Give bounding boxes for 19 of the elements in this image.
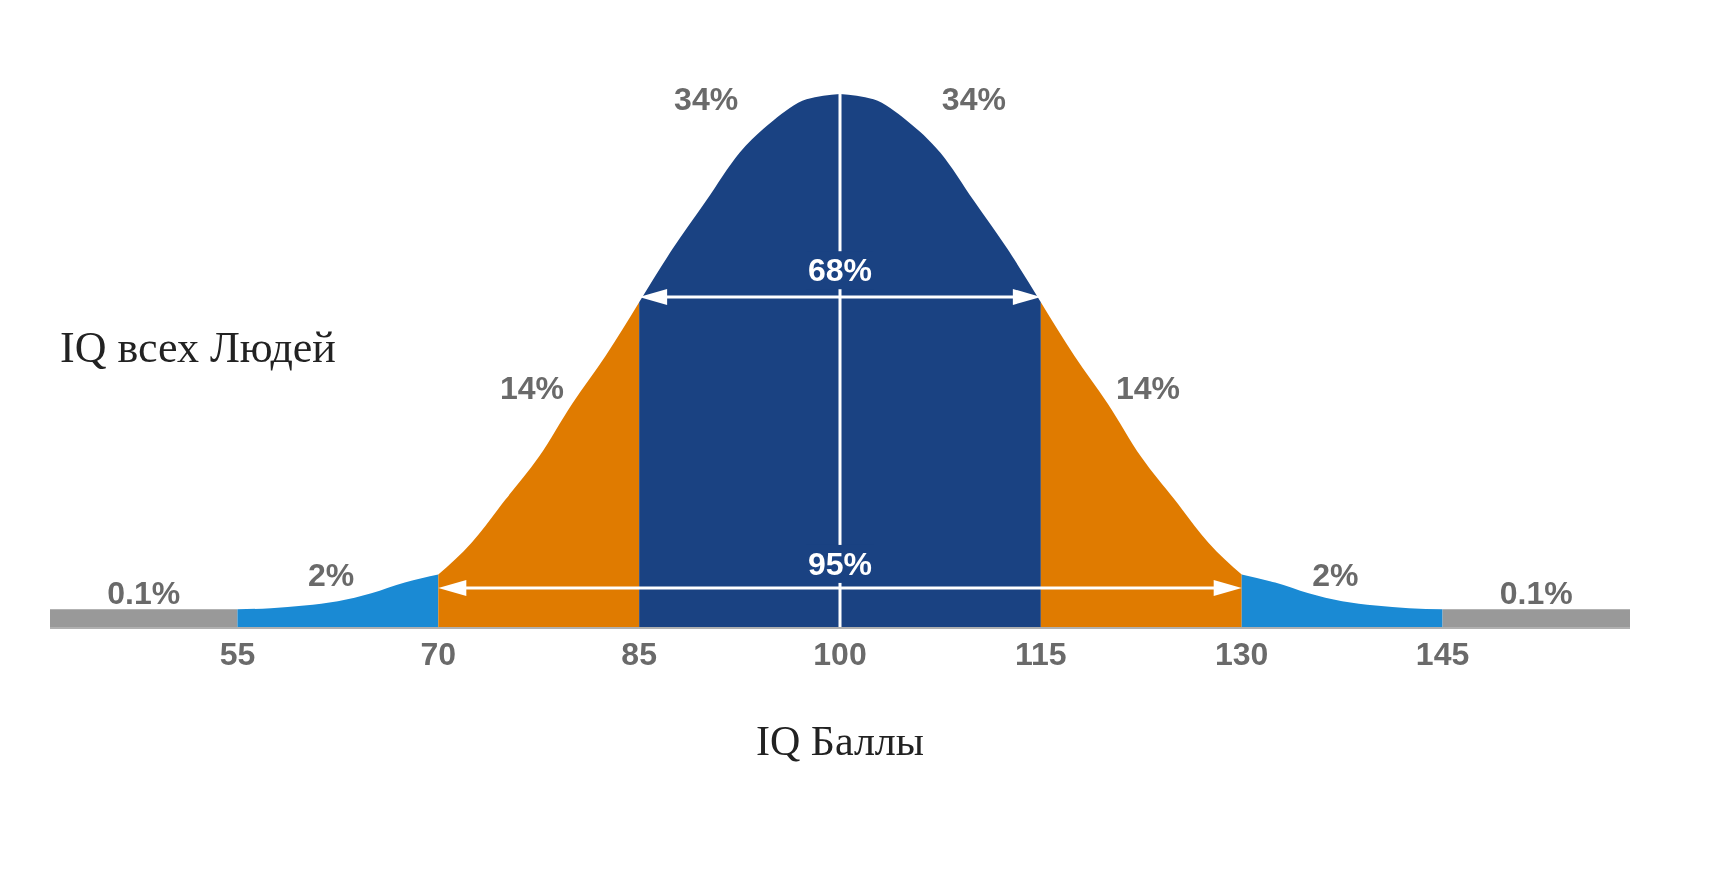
annotation: 34% (674, 81, 739, 118)
x-tick-label: 115 (1015, 635, 1067, 672)
x-tick-label: 100 (813, 635, 867, 672)
x-tick-label: 55 (219, 635, 256, 672)
annotation: 68% (807, 252, 873, 289)
annotation: 95% (807, 545, 873, 582)
x-axis-title: IQ Баллы (755, 718, 925, 764)
y-axis-title: IQ всех Людей (60, 322, 336, 373)
annotation: 2% (308, 556, 355, 593)
x-tick-label: 70 (420, 635, 457, 672)
annotation: 0.1% (1499, 574, 1573, 611)
annotation: 0.1% (107, 574, 181, 611)
x-tick-label: 145 (1415, 635, 1470, 672)
annotation: 34% (941, 81, 1006, 118)
annotation: 14% (500, 369, 565, 406)
annotation: 2% (1312, 556, 1359, 593)
annotation: 14% (1115, 369, 1180, 406)
x-tick-label: 130 (1215, 635, 1269, 672)
x-tick-label: 85 (621, 635, 657, 672)
